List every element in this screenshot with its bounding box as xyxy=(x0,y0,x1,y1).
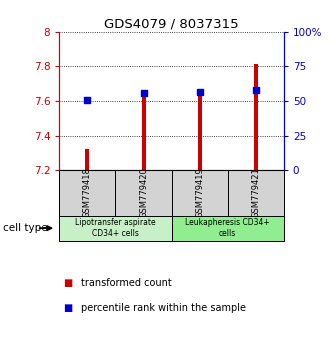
Text: ■: ■ xyxy=(63,303,72,313)
Title: GDS4079 / 8037315: GDS4079 / 8037315 xyxy=(104,18,239,31)
Text: transformed count: transformed count xyxy=(81,278,172,288)
Bar xyxy=(198,93,202,170)
Text: GSM779421: GSM779421 xyxy=(251,167,260,218)
Bar xyxy=(172,216,284,241)
Text: ■: ■ xyxy=(63,278,72,288)
Text: percentile rank within the sample: percentile rank within the sample xyxy=(81,303,246,313)
Bar xyxy=(142,95,146,170)
Text: GSM779418: GSM779418 xyxy=(83,167,92,218)
Text: Lipotransfer aspirate
CD34+ cells: Lipotransfer aspirate CD34+ cells xyxy=(75,218,156,238)
Point xyxy=(253,87,258,93)
Point xyxy=(141,90,146,96)
Point xyxy=(85,97,90,103)
Bar xyxy=(85,149,89,170)
Text: GSM779420: GSM779420 xyxy=(139,167,148,218)
Bar xyxy=(254,64,258,170)
Text: Leukapheresis CD34+
cells: Leukapheresis CD34+ cells xyxy=(185,218,270,238)
Bar xyxy=(59,216,172,241)
Text: GSM779419: GSM779419 xyxy=(195,167,204,218)
Point xyxy=(197,89,202,95)
Text: cell type: cell type xyxy=(3,223,48,233)
